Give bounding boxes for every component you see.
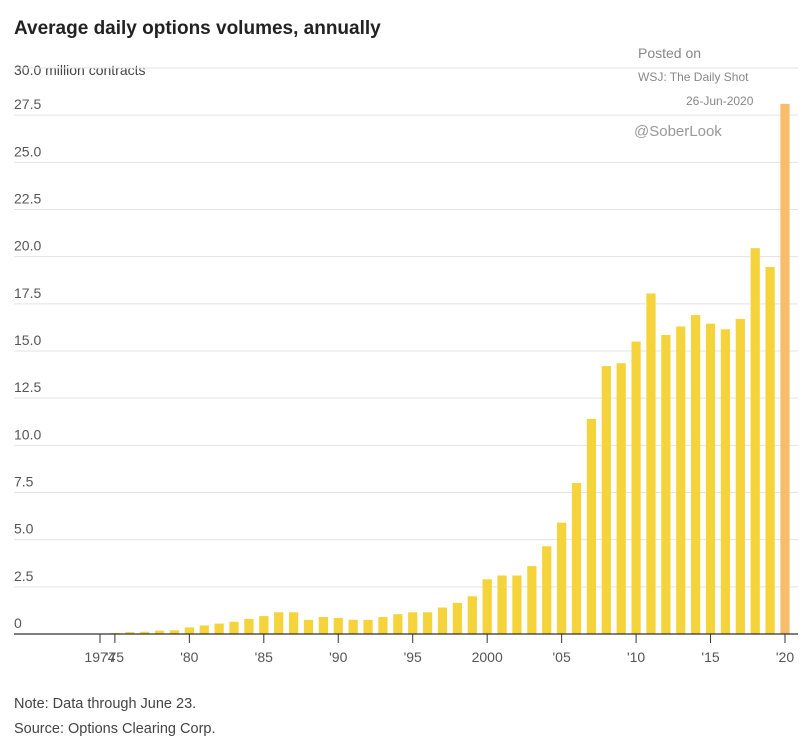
y-tick-label: 0 xyxy=(14,615,22,631)
x-tick-label: '10 xyxy=(627,649,645,665)
bar-1983 xyxy=(229,621,239,634)
watermark: Posted on WSJ: The Daily Shot 26-Jun-202… xyxy=(634,45,754,140)
bar-1988 xyxy=(303,619,314,634)
bar-1976 xyxy=(125,632,135,634)
x-tick-label: '80 xyxy=(180,649,198,665)
watermark-date: 26-Jun-2020 xyxy=(686,94,754,108)
y-tick-label: 25.0 xyxy=(14,143,41,159)
bar-2014 xyxy=(691,315,701,634)
x-tick-label: 2000 xyxy=(472,649,503,665)
bar-2018 xyxy=(750,248,760,634)
bar-2016 xyxy=(720,329,731,634)
y-tick-label: 5.0 xyxy=(14,521,34,537)
bar-1987 xyxy=(288,612,299,634)
bar-2013 xyxy=(676,326,686,634)
bar-1993 xyxy=(378,617,388,634)
bar-1978 xyxy=(154,630,165,634)
chart-note: Note: Data through June 23. xyxy=(14,696,196,712)
watermark-handle: @SoberLook xyxy=(634,123,722,140)
bar-1980 xyxy=(184,627,194,634)
bar-2008 xyxy=(601,366,611,634)
y-tick-label: 17.5 xyxy=(14,285,41,301)
y-axis-ticks: 27.5 25.0 22.5 20.0 17.5 15.0 12.5 10.0 7.5 5.0 2.… xyxy=(14,96,41,631)
bar-1999 xyxy=(467,596,477,634)
bar-2006 xyxy=(571,483,582,634)
bar-1982 xyxy=(214,623,224,634)
chart-source: Source: Options Clearing Corp. xyxy=(14,721,216,737)
x-tick-label: '15 xyxy=(701,649,719,665)
watermark-posted-on: Posted on xyxy=(638,45,701,61)
bar-1996 xyxy=(422,612,433,634)
y-unit-label: 30.0 million contracts xyxy=(14,62,146,78)
bar-2012 xyxy=(661,334,671,634)
bar-1984 xyxy=(244,618,254,634)
bar-1995 xyxy=(408,612,418,634)
bar-2000 xyxy=(482,579,492,634)
bar-1991 xyxy=(348,619,358,634)
bar-2020 xyxy=(780,103,790,635)
y-tick-label: 7.5 xyxy=(14,474,34,490)
bar-2017 xyxy=(735,318,745,634)
bar-2007 xyxy=(586,418,597,634)
watermark-source: WSJ: The Daily Shot xyxy=(638,70,749,84)
bar-2009 xyxy=(616,363,626,634)
y-tick-label: 2.5 xyxy=(14,568,34,584)
bar-2003 xyxy=(527,566,537,634)
x-axis-ticks: 1974'75 '80 '85 '90 '95 2000 '05 '10 '15 '20 xyxy=(84,634,794,665)
bar-1997 xyxy=(437,607,448,634)
bar-1992 xyxy=(363,619,373,634)
x-tick-label: '85 xyxy=(255,649,273,665)
y-tick-label: 10.0 xyxy=(14,426,41,442)
bar-2015 xyxy=(705,323,716,634)
y-tick-label: 22.5 xyxy=(14,191,41,207)
y-tick-label: 12.5 xyxy=(14,379,41,395)
bar-1986 xyxy=(274,612,284,634)
chart-title: Average daily options volumes, annually xyxy=(14,18,381,39)
y-tick-label: 15.0 xyxy=(14,332,41,348)
bar-1989 xyxy=(318,617,328,634)
bar-1977 xyxy=(140,631,150,634)
x-tick-label: '75 xyxy=(106,649,124,665)
bar-1985 xyxy=(259,616,269,634)
bar-1998 xyxy=(452,602,462,634)
x-tick-label: 1974 xyxy=(84,649,115,665)
bar-1979 xyxy=(169,630,180,634)
bar-2004 xyxy=(542,546,552,634)
x-tick-label: '95 xyxy=(404,649,422,665)
bar-1990 xyxy=(333,617,343,634)
y-tick-label: 27.5 xyxy=(14,96,41,112)
bar-2010 xyxy=(631,341,641,634)
x-tick-label: '90 xyxy=(329,649,347,665)
bar-2002 xyxy=(512,575,522,634)
bar-2019 xyxy=(765,267,775,634)
x-tick-label: '20 xyxy=(776,649,794,665)
bar-2001 xyxy=(497,575,507,634)
bar-1994 xyxy=(393,614,403,634)
y-tick-label: 20.0 xyxy=(14,238,41,254)
bar-2005 xyxy=(557,522,567,634)
bar-1981 xyxy=(199,625,209,634)
bar-2011 xyxy=(646,293,656,634)
x-tick-label: '05 xyxy=(553,649,571,665)
bars xyxy=(95,103,790,635)
